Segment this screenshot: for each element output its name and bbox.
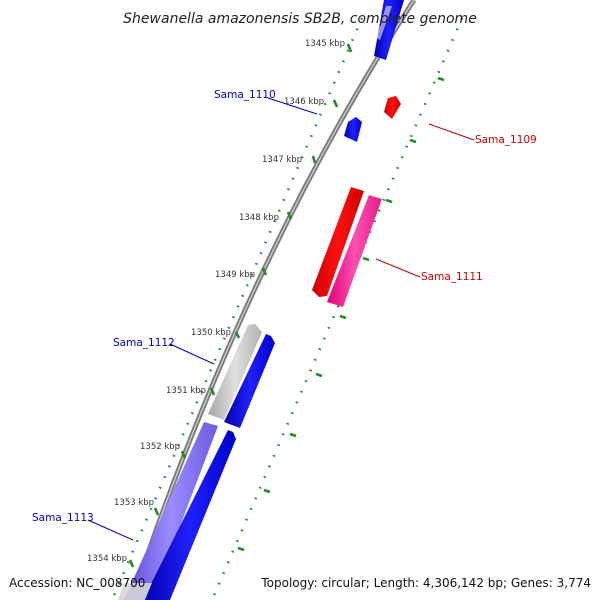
- leader-sama-1109: [428, 123, 475, 141]
- tick-label-1347: 1347 kbp: [262, 155, 302, 165]
- leader-sama-1113: [87, 519, 134, 541]
- topology-info-text: Topology: circular; Length: 4,306,142 bp…: [260, 576, 591, 590]
- major-ticks: [128, 43, 445, 568]
- gene-sama-1112-blue-arrow[interactable]: [224, 334, 275, 428]
- gene-sama-1111-red-arrow[interactable]: [312, 187, 364, 297]
- gene-sama-1112-gray-arrow[interactable]: [208, 324, 262, 420]
- gene-label-sama-1109[interactable]: Sama_1109: [475, 134, 537, 146]
- leader-sama-1110: [267, 97, 318, 115]
- tick-labels: 1345 kbp 1346 kbp 1347 kbp 1348 kbp 1349…: [87, 39, 345, 564]
- tick-label-1345: 1345 kbp: [305, 39, 345, 49]
- tick-label-1348: 1348 kbp: [239, 213, 279, 223]
- gene-label-sama-1112[interactable]: Sama_1112: [113, 337, 175, 349]
- gene-label-sama-1113[interactable]: Sama_1113: [32, 512, 94, 524]
- tick-label-1346: 1346 kbp: [284, 97, 324, 107]
- outer-tick-ring: [210, 17, 464, 600]
- inner-tick-ring: [110, 17, 364, 600]
- gene-sama-1109-arrow[interactable]: [384, 96, 401, 119]
- leader-sama-1111: [375, 258, 421, 278]
- gene-label-sama-1110[interactable]: Sama_1110: [214, 89, 276, 101]
- genome-backbone-highlight: [131, 0, 415, 600]
- feature-blue-top[interactable]: [374, 0, 404, 60]
- tick-label-1354: 1354 kbp: [87, 554, 127, 564]
- gene-sama-1113-blue-arrow[interactable]: [143, 430, 236, 600]
- tick-label-1352: 1352 kbp: [140, 442, 180, 452]
- map-title: Shewanella amazonensis SB2B, complete ge…: [123, 11, 477, 27]
- tick-label-1351: 1351 kbp: [166, 386, 206, 396]
- accession-text: Accession: NC_008700: [9, 576, 145, 590]
- feature-gray-bottom: [118, 583, 152, 600]
- tick-label-1350: 1350 kbp: [191, 328, 231, 338]
- leader-sama-1112: [169, 343, 215, 365]
- gene-sama-1110-arrow[interactable]: [344, 117, 362, 142]
- tick-label-1353: 1353 kbp: [114, 498, 154, 508]
- tick-label-1349: 1349 kbp: [215, 270, 255, 280]
- gene-sama-1113-purple-feature[interactable]: [124, 422, 218, 600]
- gene-sama-1111-pink-feature[interactable]: [327, 195, 382, 307]
- gene-label-sama-1111[interactable]: Sama_1111: [421, 271, 483, 283]
